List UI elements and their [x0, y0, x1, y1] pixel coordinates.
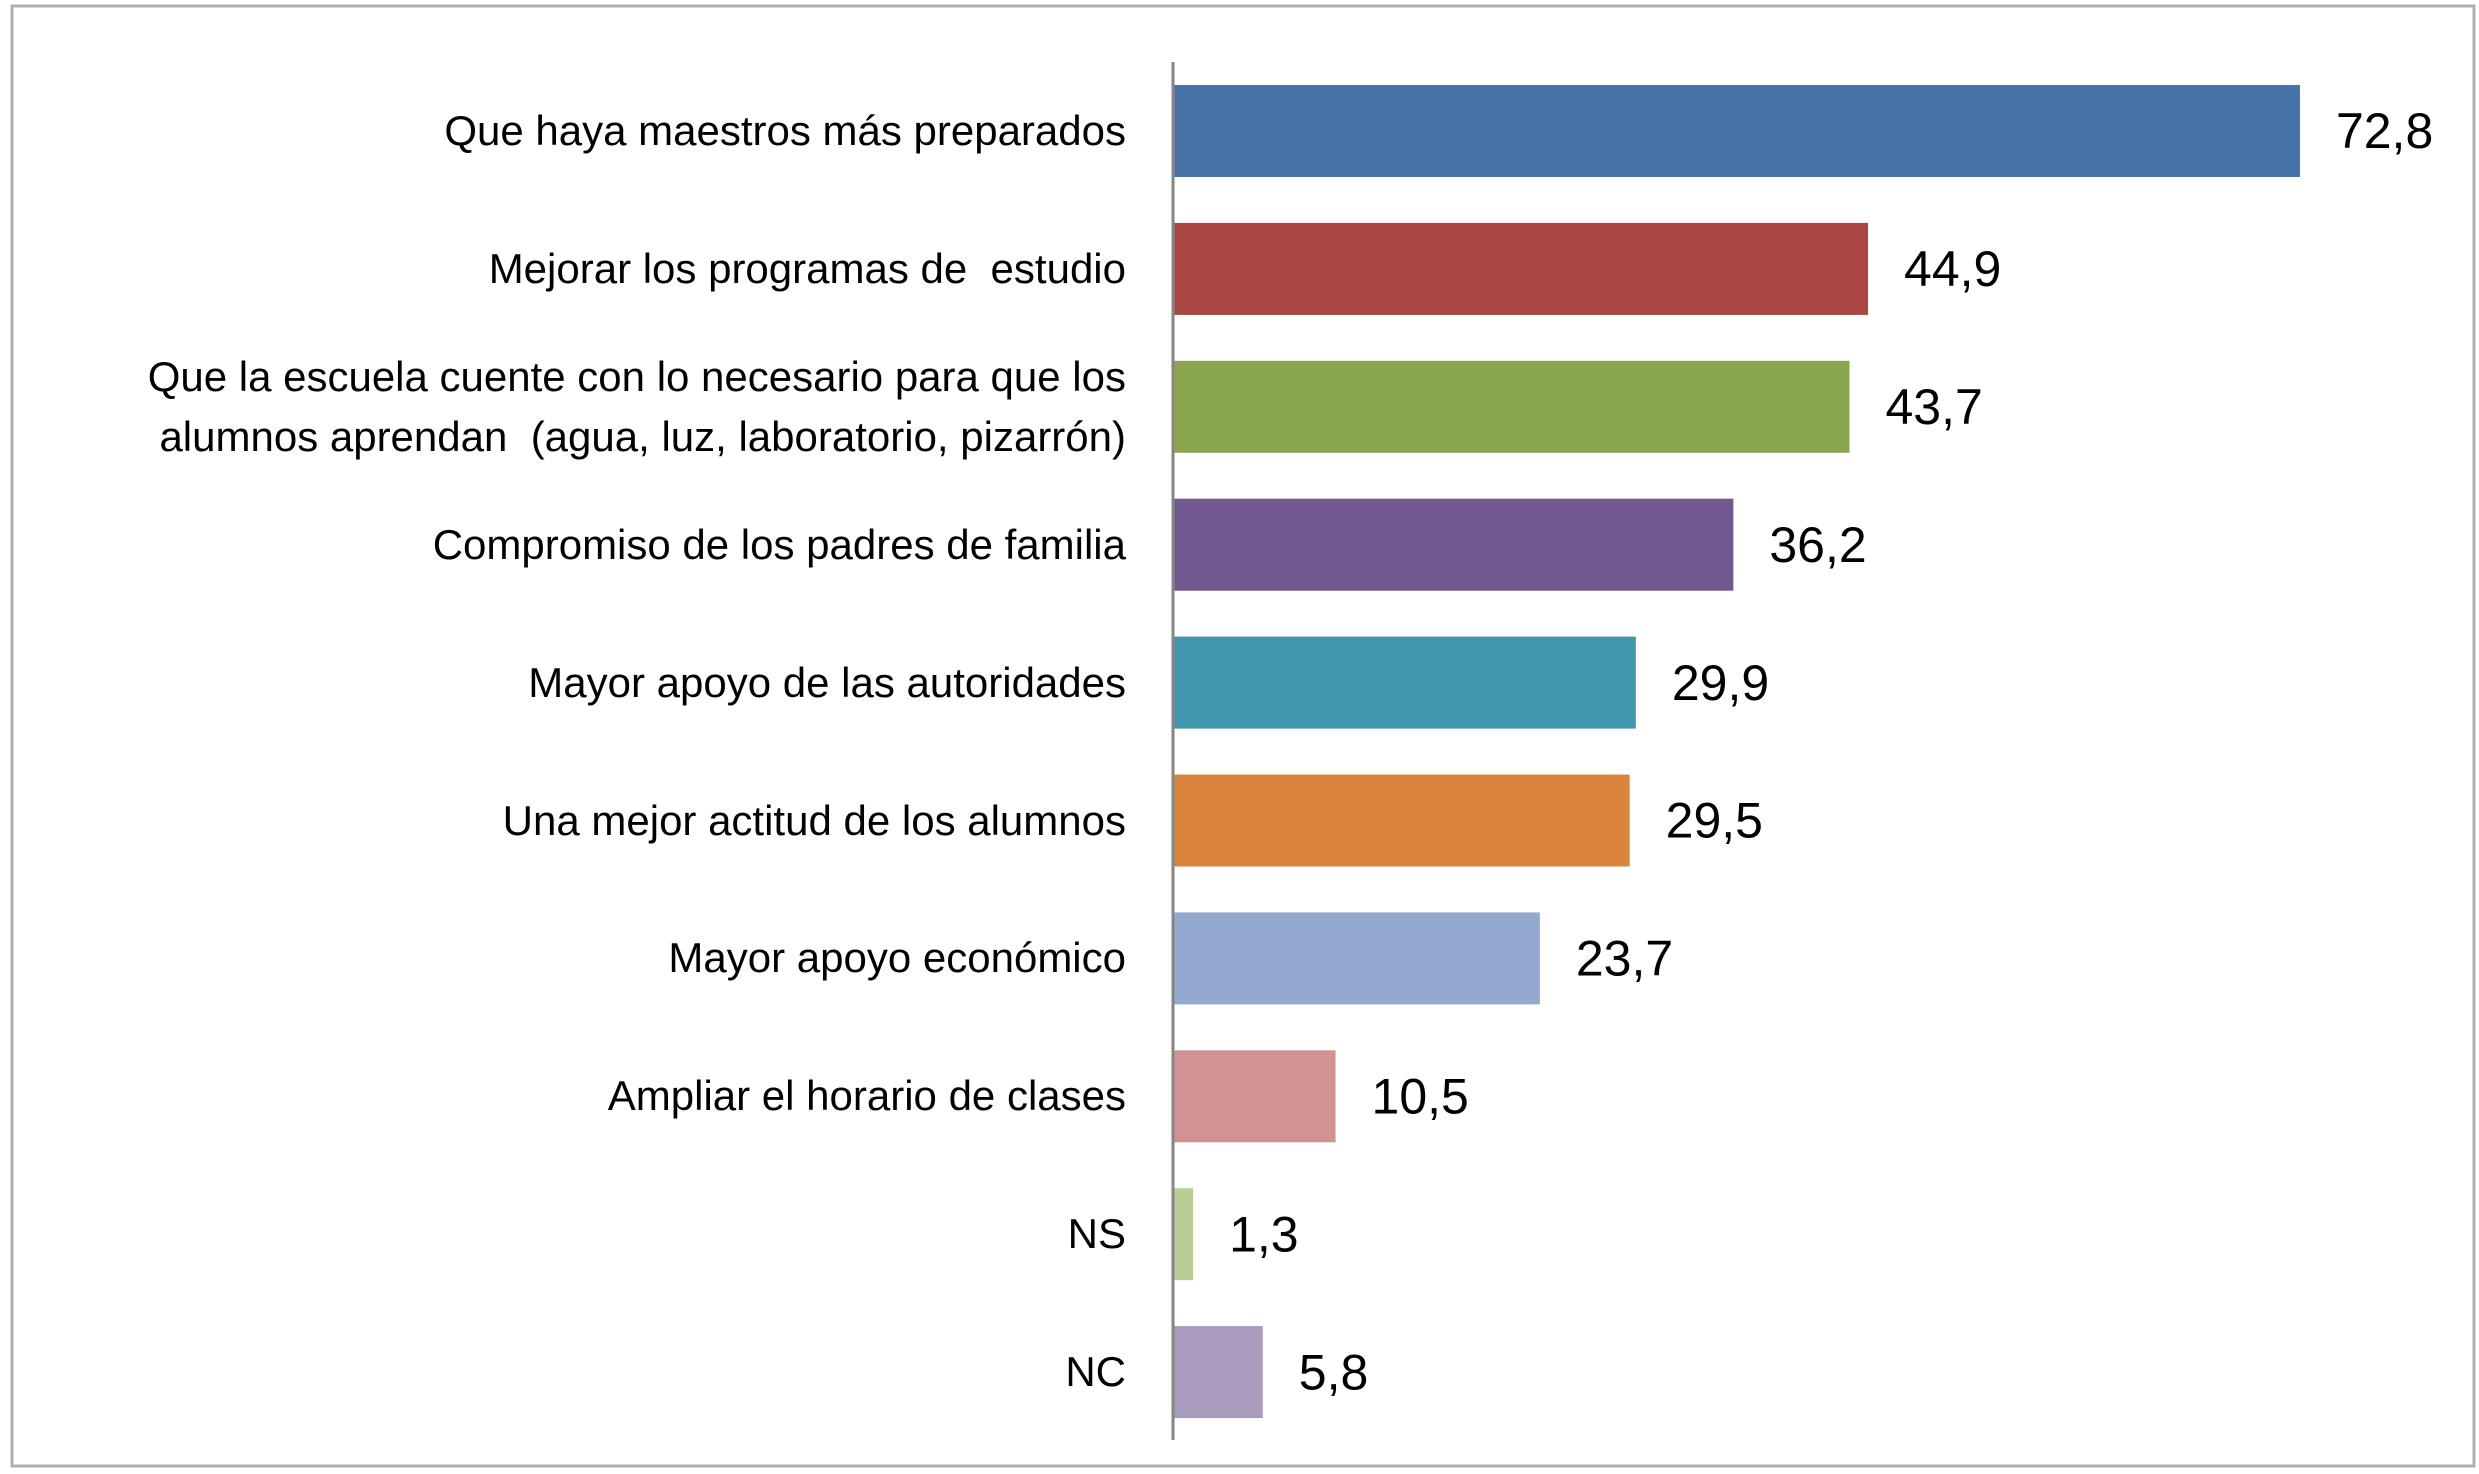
- category-label: Que haya maestros más preparados: [444, 107, 1126, 154]
- category-label: Que la escuela cuente con lo necesario p…: [147, 352, 1126, 460]
- category-label-box: Que haya maestros más preparados: [444, 107, 1126, 154]
- category-label: Mayor apoyo económico: [668, 934, 1126, 982]
- value-label: 5,8: [1299, 1344, 1369, 1400]
- bar: [1173, 85, 2300, 177]
- category-label-box: Mayor apoyo económico: [668, 934, 1126, 982]
- bar: [1173, 636, 1636, 729]
- bar: [1173, 1188, 1194, 1281]
- category-label-box: Ampliar el horario de clases: [607, 1072, 1126, 1120]
- bar: [1173, 912, 1540, 1005]
- value-label: 1,3: [1229, 1206, 1299, 1262]
- category-label: NC: [1065, 1348, 1126, 1396]
- category-label-box: NC: [1065, 1348, 1126, 1396]
- category-label-box: Mejorar los programas de estudio: [488, 244, 1126, 292]
- value-label: 44,9: [1904, 241, 2001, 297]
- category-label-box: Que la escuela cuente con lo necesario p…: [147, 352, 1126, 460]
- category-label-box: NS: [1067, 1210, 1126, 1258]
- category-label: Una mejor actitud de los alumnos: [502, 796, 1126, 844]
- category-label: Mayor apoyo de las autoridades: [528, 658, 1126, 706]
- value-label: 43,7: [1885, 379, 1982, 435]
- value-label: 29,9: [1672, 655, 1769, 711]
- category-label: Mejorar los programas de estudio: [488, 244, 1126, 292]
- value-label: 72,8: [2336, 103, 2433, 159]
- category-label-box: Una mejor actitud de los alumnos: [502, 796, 1126, 844]
- category-label: Ampliar el horario de clases: [607, 1072, 1126, 1120]
- bar: [1173, 774, 1630, 867]
- category-label: NS: [1067, 1210, 1126, 1258]
- bar: [1173, 360, 1850, 453]
- bar: [1173, 222, 1869, 315]
- value-label: 23,7: [1576, 931, 1673, 987]
- bar: [1173, 498, 1734, 591]
- value-label: 36,2: [1769, 517, 1866, 573]
- category-label: Compromiso de los padres de familia: [432, 520, 1126, 568]
- category-label-box: Mayor apoyo de las autoridades: [528, 658, 1126, 706]
- value-label: 29,5: [1666, 793, 1763, 849]
- bar: [1173, 1050, 1336, 1143]
- category-label-box: Compromiso de los padres de familia: [432, 520, 1126, 568]
- value-label: 10,5: [1372, 1069, 1469, 1125]
- bar: [1173, 1326, 1263, 1419]
